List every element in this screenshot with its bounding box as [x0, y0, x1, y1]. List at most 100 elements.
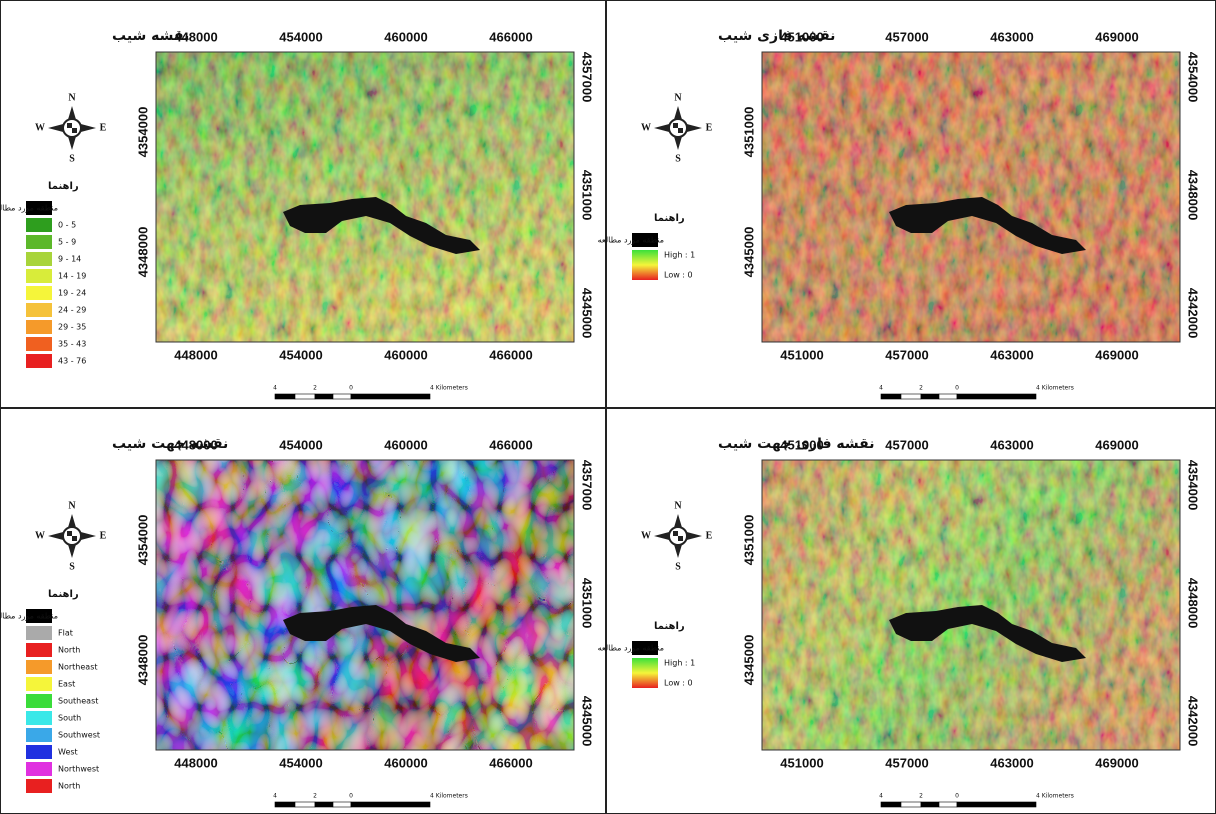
map-texture: [156, 52, 574, 342]
legend-swatch: [26, 337, 52, 351]
scale-segment: [956, 393, 1037, 400]
compass-label: N: [674, 92, 682, 103]
legend-label: 29 - 35: [58, 323, 86, 332]
compass-center: [678, 536, 683, 541]
compass-label: E: [706, 530, 713, 541]
scale-segment: [920, 801, 940, 808]
compass-label: E: [100, 122, 107, 133]
legend-title: راهنما: [654, 213, 685, 224]
x-tick-label: 463000: [990, 437, 1033, 452]
scale-segment: [294, 393, 316, 400]
compass-label: W: [35, 530, 45, 541]
y-tick-label: 4342000: [1186, 696, 1201, 747]
x-tick-label: 451000: [780, 437, 823, 452]
scale-segment: [938, 393, 958, 400]
scale-segment: [900, 393, 922, 400]
compass-label: S: [69, 561, 75, 572]
scale-label: 2: [919, 793, 923, 800]
scale-label: 4: [273, 385, 277, 392]
scale-label: 2: [313, 385, 317, 392]
legend-swatch: [26, 303, 52, 317]
y-tick-label: 4357000: [580, 460, 595, 511]
study-area: [889, 605, 1086, 662]
y-tick-label: 4351000: [580, 170, 595, 221]
legend-swatch: [26, 643, 52, 657]
legend-swatch: [26, 252, 52, 266]
x-tick-label: 469000: [1095, 29, 1138, 44]
legend-ramp: [632, 250, 658, 280]
compass-label: N: [68, 500, 76, 511]
legend-swatch: [26, 609, 52, 623]
scale-label: 2: [313, 793, 317, 800]
legend-title: راهنما: [48, 181, 79, 192]
scale-segment: [956, 801, 1037, 808]
compass-label: W: [641, 122, 651, 133]
legend-label: Southeast: [58, 697, 98, 706]
legend-swatch: [26, 235, 52, 249]
compass-label: S: [69, 153, 75, 164]
legend-swatch: [26, 660, 52, 674]
map-panel: نقشه شیب44800044800045400045400046000046…: [0, 28, 595, 400]
scale-segment: [880, 393, 902, 400]
y-tick-label: 4348000: [1186, 578, 1201, 629]
x-tick-label: 448000: [174, 437, 217, 452]
x-tick-label: 457000: [885, 29, 928, 44]
legend-swatch: [26, 286, 52, 300]
legend-title: راهنما: [654, 621, 685, 632]
scale-segment: [938, 801, 958, 808]
legend-swatch: [26, 269, 52, 283]
x-tick-label: 469000: [1095, 347, 1138, 362]
x-tick-label: 451000: [780, 347, 823, 362]
compass-label: E: [100, 530, 107, 541]
compass-label: S: [675, 153, 681, 164]
x-tick-label: 469000: [1095, 755, 1138, 770]
compass-label: N: [674, 500, 682, 511]
x-tick-label: 460000: [384, 437, 427, 452]
legend-label: 0 - 5: [58, 221, 76, 230]
legend-label: 43 - 76: [58, 357, 86, 366]
legend-label: Northeast: [58, 663, 98, 672]
legend-label: 35 - 43: [58, 340, 86, 349]
x-tick-label: 463000: [990, 755, 1033, 770]
x-tick-label: 448000: [174, 347, 217, 362]
legend-swatch: [26, 218, 52, 232]
legend-swatch: [632, 233, 658, 247]
map-border: [761, 459, 1181, 751]
legend-label: North: [58, 646, 80, 655]
scale-label: 4 Kilometers: [1036, 385, 1074, 392]
x-tick-label: 454000: [279, 437, 322, 452]
scale-segment: [332, 801, 352, 808]
map-texture: [762, 460, 1180, 750]
scale-label: 2: [919, 385, 923, 392]
scale-segment: [332, 393, 352, 400]
x-tick-label: 466000: [489, 437, 532, 452]
legend-swatch: [26, 694, 52, 708]
scale-segment: [294, 801, 316, 808]
legend-label: East: [58, 680, 75, 689]
legend-swatch: [26, 762, 52, 776]
legend-label: منطقه مورد مطالعه: [0, 612, 58, 621]
legend-label: منطقه مورد مطالعه: [0, 204, 58, 213]
legend-label: منطقه مورد مطالعه: [598, 644, 664, 653]
map-title: نقشه فازی جهت شیب: [718, 436, 874, 452]
y-tick-label: 4348000: [1186, 170, 1201, 221]
study-area: [889, 197, 1086, 254]
legend-label: منطقه مورد مطالعه: [598, 236, 664, 245]
legend-swatch: [26, 728, 52, 742]
compass-center: [673, 123, 678, 128]
legend-ramp: [632, 658, 658, 688]
y-tick-label: 4351000: [741, 515, 756, 566]
compass-label: E: [706, 122, 713, 133]
x-tick-label: 457000: [885, 755, 928, 770]
x-tick-label: 469000: [1095, 437, 1138, 452]
map-texture: [156, 460, 574, 750]
compass-label: W: [641, 530, 651, 541]
y-tick-label: 4354000: [135, 515, 150, 566]
x-tick-label: 466000: [489, 29, 532, 44]
scale-segment: [900, 801, 922, 808]
x-tick-label: 466000: [489, 755, 532, 770]
scale-label: 0: [955, 793, 959, 800]
legend-label: Flat: [58, 629, 73, 638]
map-panel: نقشه جهت شیب4480004480004540004540004600…: [0, 436, 595, 808]
